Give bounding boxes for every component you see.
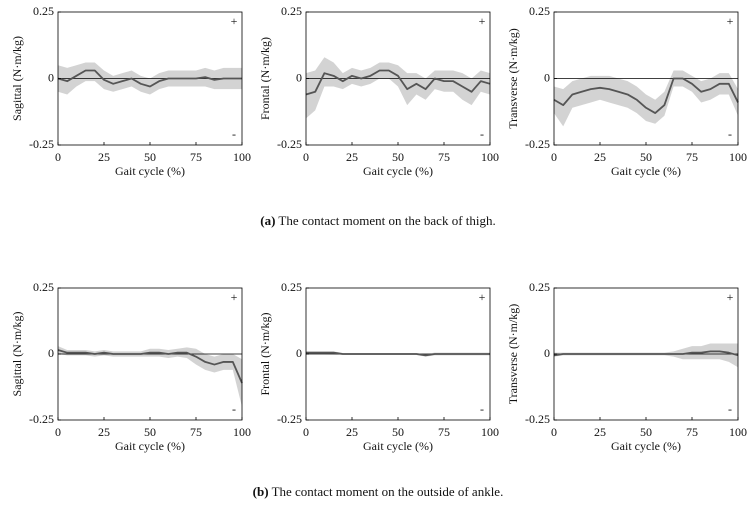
- x-tick-label: 25: [98, 150, 110, 164]
- band: [58, 346, 242, 407]
- x-tick-label: 100: [481, 425, 499, 439]
- y-axis-label: Frontal (N·m/kg): [258, 313, 272, 396]
- x-axis-label: Gait cycle (%): [611, 439, 681, 453]
- y-axis-label: Sagittal (N·m/kg): [10, 36, 24, 121]
- y-axis-label: Sagittal (N·m/kg): [10, 312, 24, 397]
- line: [57, 349, 243, 384]
- y-axis-label: Transverse (N·m/kg): [506, 304, 520, 405]
- x-tick-label: 100: [233, 425, 251, 439]
- y-tick-label: 0: [48, 346, 54, 360]
- x-tick-label: 50: [392, 425, 404, 439]
- caption-text: The contact moment on the outside of ank…: [272, 484, 504, 499]
- line: [553, 77, 739, 114]
- x-tick-label: 50: [640, 150, 652, 164]
- x-tick-label: 25: [346, 425, 358, 439]
- y-tick-label: 0.25: [281, 4, 302, 18]
- x-tick-label: 100: [729, 150, 747, 164]
- x-tick-label: 75: [686, 425, 698, 439]
- y-tick-label: -0.25: [29, 137, 54, 151]
- band: [306, 57, 490, 119]
- x-tick-label: 50: [144, 425, 156, 439]
- y-tick-label: -0.25: [29, 412, 54, 426]
- annotation: -: [232, 127, 236, 141]
- annotation: -: [480, 402, 484, 416]
- line: [553, 350, 739, 357]
- x-tick-label: 50: [640, 425, 652, 439]
- band: [554, 343, 738, 368]
- y-tick-label: -0.25: [525, 137, 550, 151]
- line: [57, 69, 242, 88]
- x-tick-label: 100: [233, 150, 251, 164]
- annotation: +: [727, 14, 734, 28]
- x-tick-label: 0: [303, 425, 309, 439]
- y-tick-label: 0: [296, 70, 302, 84]
- y-tick-label: 0: [48, 70, 54, 84]
- x-axis-label: Gait cycle (%): [115, 164, 185, 178]
- caption: (b) The contact moment on the outside of…: [253, 484, 504, 499]
- x-tick-label: 25: [98, 425, 110, 439]
- y-tick-label: 0: [296, 346, 302, 360]
- y-tick-label: -0.25: [277, 412, 302, 426]
- x-tick-label: 0: [303, 150, 309, 164]
- y-tick-label: 0: [544, 346, 550, 360]
- y-tick-label: -0.25: [277, 137, 302, 151]
- y-axis-label: Transverse (N·m/kg): [506, 28, 520, 129]
- y-tick-label: 0.25: [529, 280, 550, 294]
- annotation: +: [727, 290, 734, 304]
- annotation: -: [728, 402, 732, 416]
- x-tick-label: 25: [594, 150, 606, 164]
- x-tick-label: 100: [729, 425, 747, 439]
- annotation: -: [728, 127, 732, 141]
- annotation: -: [232, 402, 236, 416]
- x-axis-label: Gait cycle (%): [363, 439, 433, 453]
- line: [306, 351, 490, 357]
- x-tick-label: 75: [686, 150, 698, 164]
- annotation: +: [479, 14, 486, 28]
- y-tick-label: 0.25: [281, 280, 302, 294]
- annotation: +: [231, 290, 238, 304]
- caption-text: The contact moment on the back of thigh.: [278, 213, 495, 228]
- x-tick-label: 25: [594, 425, 606, 439]
- x-tick-label: 100: [481, 150, 499, 164]
- x-tick-label: 0: [55, 150, 61, 164]
- annotation: +: [231, 14, 238, 28]
- x-axis-label: Gait cycle (%): [115, 439, 185, 453]
- x-axis-label: Gait cycle (%): [611, 164, 681, 178]
- y-tick-label: 0.25: [529, 4, 550, 18]
- x-tick-label: 0: [55, 425, 61, 439]
- x-tick-label: 75: [438, 425, 450, 439]
- annotation: +: [479, 290, 486, 304]
- x-axis-label: Gait cycle (%): [363, 164, 433, 178]
- y-axis-label: Frontal (N·m/kg): [258, 37, 272, 120]
- x-tick-label: 50: [144, 150, 156, 164]
- x-tick-label: 0: [551, 150, 557, 164]
- x-tick-label: 50: [392, 150, 404, 164]
- y-tick-label: 0.25: [33, 4, 54, 18]
- y-tick-label: 0: [544, 70, 550, 84]
- caption-label: (a): [260, 213, 275, 228]
- x-tick-label: 75: [190, 425, 202, 439]
- caption: (a) The contact moment on the back of th…: [260, 213, 496, 228]
- annotation: -: [480, 127, 484, 141]
- x-tick-label: 25: [346, 150, 358, 164]
- y-tick-label: 0.25: [33, 280, 54, 294]
- x-tick-label: 0: [551, 425, 557, 439]
- caption-label: (b): [253, 484, 269, 499]
- y-tick-label: -0.25: [525, 412, 550, 426]
- x-tick-label: 75: [190, 150, 202, 164]
- x-tick-label: 75: [438, 150, 450, 164]
- line: [305, 69, 491, 96]
